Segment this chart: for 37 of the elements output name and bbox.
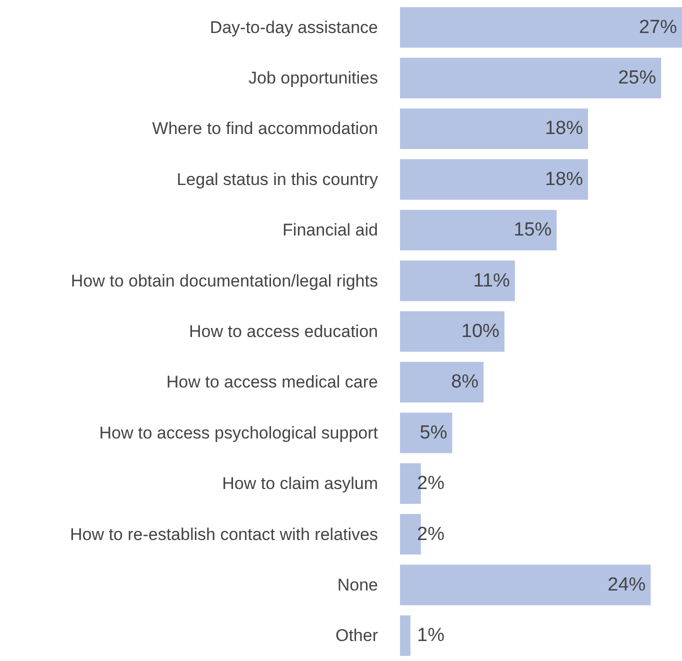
y-tick-label: How to claim asylum [222, 474, 378, 494]
y-tick-label: How to obtain documentation/legal rights [70, 271, 378, 290]
y-tick-label: Legal status in this country [176, 170, 378, 189]
y-tick-label: How to re-establish contact with relatives [70, 524, 378, 544]
data-label: 27% [638, 16, 678, 38]
y-tick-label: How to access education [189, 322, 378, 341]
bar [400, 362, 484, 402]
bar [400, 159, 588, 200]
bar [400, 311, 504, 352]
data-label: 18% [544, 118, 584, 140]
data-label: 1% [417, 625, 445, 646]
data-label: 2% [417, 524, 445, 545]
y-tick-label: Day-to-day assistance [210, 18, 378, 37]
y-tick-label: Financial aid [282, 220, 378, 240]
bar [400, 108, 588, 150]
bar [400, 58, 662, 98]
bar [400, 260, 515, 302]
bar [400, 615, 410, 656]
y-tick-label: How to access psychological support [99, 423, 378, 442]
data-label: 8% [451, 372, 479, 393]
data-label: 24% [608, 574, 646, 596]
data-label: 25% [618, 68, 656, 89]
bar [400, 564, 651, 606]
data-label: 2% [417, 473, 445, 494]
y-tick-label: How to access medical care [166, 372, 378, 392]
bar [400, 7, 682, 48]
data-label: 5% [420, 422, 448, 444]
data-label: 10% [461, 321, 500, 342]
data-label: 15% [514, 220, 552, 241]
y-tick-label: Where to find accommodation [152, 119, 378, 138]
data-label: 11% [473, 270, 510, 292]
y-tick-label: None [337, 575, 378, 594]
y-tick-label: Job opportunities [248, 68, 378, 88]
data-label: 18% [544, 168, 584, 190]
y-tick-label: Other [335, 626, 378, 646]
bar [400, 210, 557, 250]
bar [400, 412, 452, 454]
